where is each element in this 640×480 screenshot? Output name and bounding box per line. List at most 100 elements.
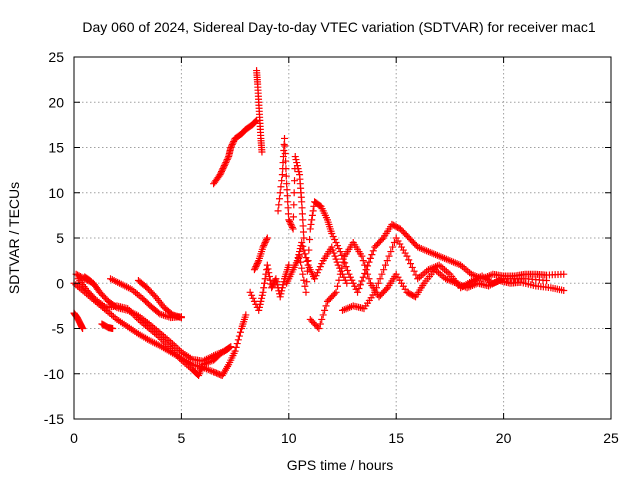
data-point — [294, 165, 302, 173]
data-point — [334, 261, 342, 269]
data-point — [369, 247, 377, 255]
x-tick-label: 15 — [388, 430, 404, 446]
data-point — [378, 236, 386, 244]
data-point — [405, 256, 413, 264]
data-point — [265, 269, 273, 277]
data-point — [290, 201, 298, 209]
data-point — [301, 282, 309, 290]
data-point — [376, 275, 384, 283]
data-point — [234, 336, 242, 344]
data-point — [316, 320, 324, 328]
y-tick-label: -15 — [44, 411, 64, 427]
data-point — [177, 314, 185, 322]
data-point — [232, 343, 240, 351]
series-arc-q — [293, 239, 351, 287]
data-point — [331, 252, 339, 260]
data-point — [287, 220, 295, 228]
data-point — [280, 147, 288, 155]
data-point — [560, 270, 568, 278]
data-point — [332, 288, 340, 296]
data-point — [341, 259, 349, 267]
data-point — [258, 294, 266, 302]
data-point — [383, 257, 391, 265]
data-point — [329, 232, 337, 240]
data-point — [293, 257, 301, 265]
data-point — [351, 282, 359, 290]
data-point — [293, 162, 301, 170]
series-arc-e — [81, 273, 95, 285]
data-point — [252, 117, 260, 125]
data-point — [297, 258, 305, 266]
series-arc-d — [74, 275, 233, 380]
data-point — [289, 213, 297, 221]
data-point — [220, 162, 228, 170]
series-arc-h — [134, 277, 185, 322]
data-point — [345, 270, 353, 278]
data-point — [256, 300, 264, 308]
data-point — [283, 180, 291, 188]
data-point — [311, 275, 319, 283]
data-point — [358, 252, 366, 260]
data-point — [412, 271, 420, 279]
data-point — [298, 264, 306, 272]
data-point — [349, 279, 357, 287]
data-point — [277, 183, 285, 191]
data-point — [273, 278, 281, 286]
data-point — [298, 204, 306, 212]
data-point — [295, 168, 303, 176]
data-point — [381, 261, 389, 269]
data-point — [315, 266, 323, 274]
data-point — [382, 285, 390, 293]
y-tick-label: -10 — [44, 366, 64, 382]
data-point — [380, 266, 388, 274]
data-point — [278, 284, 286, 292]
data-point — [288, 223, 296, 231]
data-point — [272, 275, 280, 283]
data-point — [308, 211, 316, 219]
x-tick-labels: 0 5 10 15 20 25 — [70, 430, 619, 446]
series-arc-m — [274, 134, 308, 242]
data-point — [87, 277, 95, 285]
data-point — [407, 260, 415, 268]
data-point — [250, 297, 258, 305]
data-point — [408, 263, 416, 271]
data-point — [230, 137, 238, 145]
data-point — [285, 261, 293, 269]
data-point — [289, 225, 297, 233]
data-point — [337, 267, 345, 275]
data-point — [248, 291, 256, 299]
data-point — [264, 265, 272, 273]
data-point — [307, 220, 315, 228]
data-point — [254, 258, 262, 266]
data-point — [223, 157, 231, 165]
data-point — [227, 144, 235, 151]
data-point — [228, 142, 236, 150]
data-point — [291, 153, 299, 161]
data-point — [280, 140, 288, 148]
data-point — [366, 254, 374, 262]
data-point — [318, 315, 326, 323]
data-point — [378, 270, 386, 278]
data-point — [251, 264, 259, 272]
data-point — [335, 245, 343, 253]
series-arc-a — [70, 309, 87, 332]
data-point — [331, 236, 339, 244]
data-point — [223, 345, 231, 353]
data-point — [283, 186, 291, 194]
data-point — [288, 222, 296, 230]
data-point — [364, 270, 372, 278]
data-marks — [70, 67, 568, 380]
data-point — [86, 277, 94, 285]
data-point — [308, 216, 316, 224]
data-point — [339, 258, 347, 266]
data-point — [216, 171, 224, 179]
data-point — [332, 255, 340, 263]
data-point — [313, 269, 321, 277]
data-point — [260, 242, 268, 250]
data-point — [358, 277, 366, 285]
data-point — [259, 243, 267, 251]
y-tick-label: 0 — [56, 275, 64, 291]
data-point — [299, 222, 307, 230]
data-point — [342, 263, 350, 271]
data-point — [286, 219, 294, 227]
